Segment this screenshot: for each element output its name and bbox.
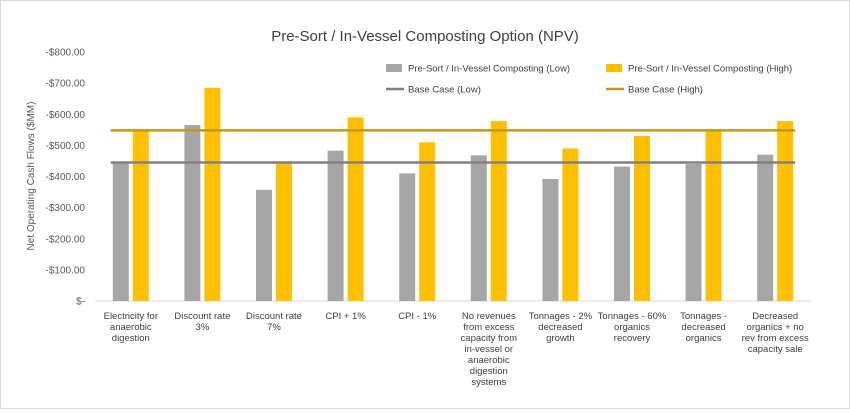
x-tick-label-line: Discount rate bbox=[174, 311, 230, 322]
x-tick-label: Tonnages - 2% decreased growth bbox=[529, 311, 593, 344]
x-tick-label-line: digestion bbox=[112, 333, 150, 344]
y-axis-label: Net Operating Cash Flows ($MM) bbox=[26, 102, 37, 251]
x-tick-label-line: growth bbox=[546, 333, 575, 344]
x-tick-label-line: rev from excess bbox=[742, 333, 809, 344]
x-tick-label-line: CPI + 1% bbox=[325, 311, 366, 322]
bar-low bbox=[685, 164, 702, 301]
x-tick-label: Discount rate 7% bbox=[246, 311, 302, 333]
bar-high bbox=[777, 121, 794, 301]
x-tick-label: Discount rate 3% bbox=[174, 311, 230, 333]
x-tick-label: Decreased organics + no rev from excess cap… bbox=[742, 311, 809, 355]
x-tick-label-line: systems bbox=[471, 377, 506, 388]
y-tick-label: -$600.00 bbox=[46, 110, 86, 121]
bar-high bbox=[705, 131, 722, 301]
bar-low bbox=[399, 173, 416, 301]
bar-low bbox=[327, 150, 344, 301]
bar-high bbox=[204, 87, 221, 301]
x-tick-label: CPI - 1% bbox=[398, 311, 437, 322]
x-tick-label-line: anaerobic bbox=[110, 322, 152, 333]
y-tick-label: $- bbox=[76, 297, 85, 308]
legend-swatch-bar bbox=[386, 64, 402, 72]
bar-low bbox=[757, 154, 774, 301]
x-tick-label-line: capacity sale bbox=[748, 344, 803, 355]
x-tick-label-line: Discount rate bbox=[246, 311, 302, 322]
chart-title: Pre-Sort / In-Vessel Composting Option (… bbox=[271, 28, 579, 45]
plot-area: $- -$100.00 -$200.00 -$300.00 -$400.00 -$500.… bbox=[46, 48, 811, 388]
bar-high bbox=[419, 142, 436, 301]
x-tick-label-line: anaerobic bbox=[468, 355, 510, 366]
x-tick-label: No revenues from excess capacity from in-ve… bbox=[461, 311, 518, 388]
x-tick-label: Tonnages -decreased organics bbox=[680, 311, 727, 344]
x-tick-label-line: Electricity for bbox=[104, 311, 158, 322]
y-tick-label: -$300.00 bbox=[46, 203, 86, 214]
x-tick-label-line: capacity from bbox=[461, 333, 518, 344]
bar-low bbox=[256, 189, 272, 301]
y-tick-label: -$400.00 bbox=[46, 172, 86, 183]
x-tick-label-line: organics bbox=[614, 322, 650, 333]
x-tick-label-line: organics + no bbox=[747, 322, 804, 333]
x-tick-label-line: Tonnages - bbox=[680, 311, 727, 322]
bar-high bbox=[562, 148, 579, 301]
bar-high bbox=[347, 117, 364, 301]
legend-swatch-bar bbox=[606, 64, 622, 72]
x-tick-label-line: Tonnages - 2% bbox=[529, 311, 593, 322]
legend-label: Pre-Sort / In-Vessel Composting (High) bbox=[628, 64, 792, 75]
bar-low bbox=[184, 125, 201, 301]
legend-label: Pre-Sort / In-Vessel Composting (Low) bbox=[408, 64, 570, 75]
x-tick-label-line: No revenues bbox=[462, 311, 516, 322]
bar-high bbox=[276, 163, 292, 301]
x-tick-label-line: 3% bbox=[196, 322, 210, 333]
x-tick-label: Tonnages - 60% organics recovery bbox=[598, 311, 667, 344]
x-tick-label-line: decreased bbox=[681, 322, 725, 333]
x-tick-label-line: Tonnages - 60% bbox=[598, 311, 667, 322]
legend: Pre-Sort / In-Vessel Composting (Low) Pre… bbox=[386, 64, 792, 96]
x-tick-label-line: 7% bbox=[267, 322, 281, 333]
x-tick-label-line: CPI - 1% bbox=[398, 311, 437, 322]
bar-low bbox=[542, 178, 559, 301]
bar-low bbox=[112, 162, 129, 301]
legend-label: Base Case (Low) bbox=[408, 85, 481, 96]
x-tick-label-line: digestion bbox=[470, 366, 508, 377]
bar-high bbox=[634, 136, 650, 301]
legend-label: Base Case (High) bbox=[628, 85, 703, 96]
x-tick-label-line: decreased bbox=[538, 322, 582, 333]
x-tick-label-line: in-vessel or bbox=[465, 344, 514, 355]
bar-high bbox=[490, 121, 507, 301]
y-tick-label: -$800.00 bbox=[46, 48, 86, 59]
x-tick-label: Electricity for anaerobic digestion bbox=[104, 311, 158, 344]
x-tick-label-line: recovery bbox=[614, 333, 651, 344]
y-tick-label: -$200.00 bbox=[46, 234, 86, 245]
bar-low bbox=[470, 155, 487, 301]
y-tick-label: -$100.00 bbox=[46, 265, 86, 276]
bar-high bbox=[132, 129, 149, 301]
y-tick-label: -$700.00 bbox=[46, 79, 86, 90]
x-tick-label-line: Decreased bbox=[752, 311, 798, 322]
y-tick-label: -$500.00 bbox=[46, 141, 86, 152]
x-tick-label: CPI + 1% bbox=[325, 311, 366, 322]
bar-low bbox=[614, 166, 630, 301]
x-tick-label-line: from excess bbox=[463, 322, 514, 333]
x-tick-label-line: organics bbox=[686, 333, 722, 344]
